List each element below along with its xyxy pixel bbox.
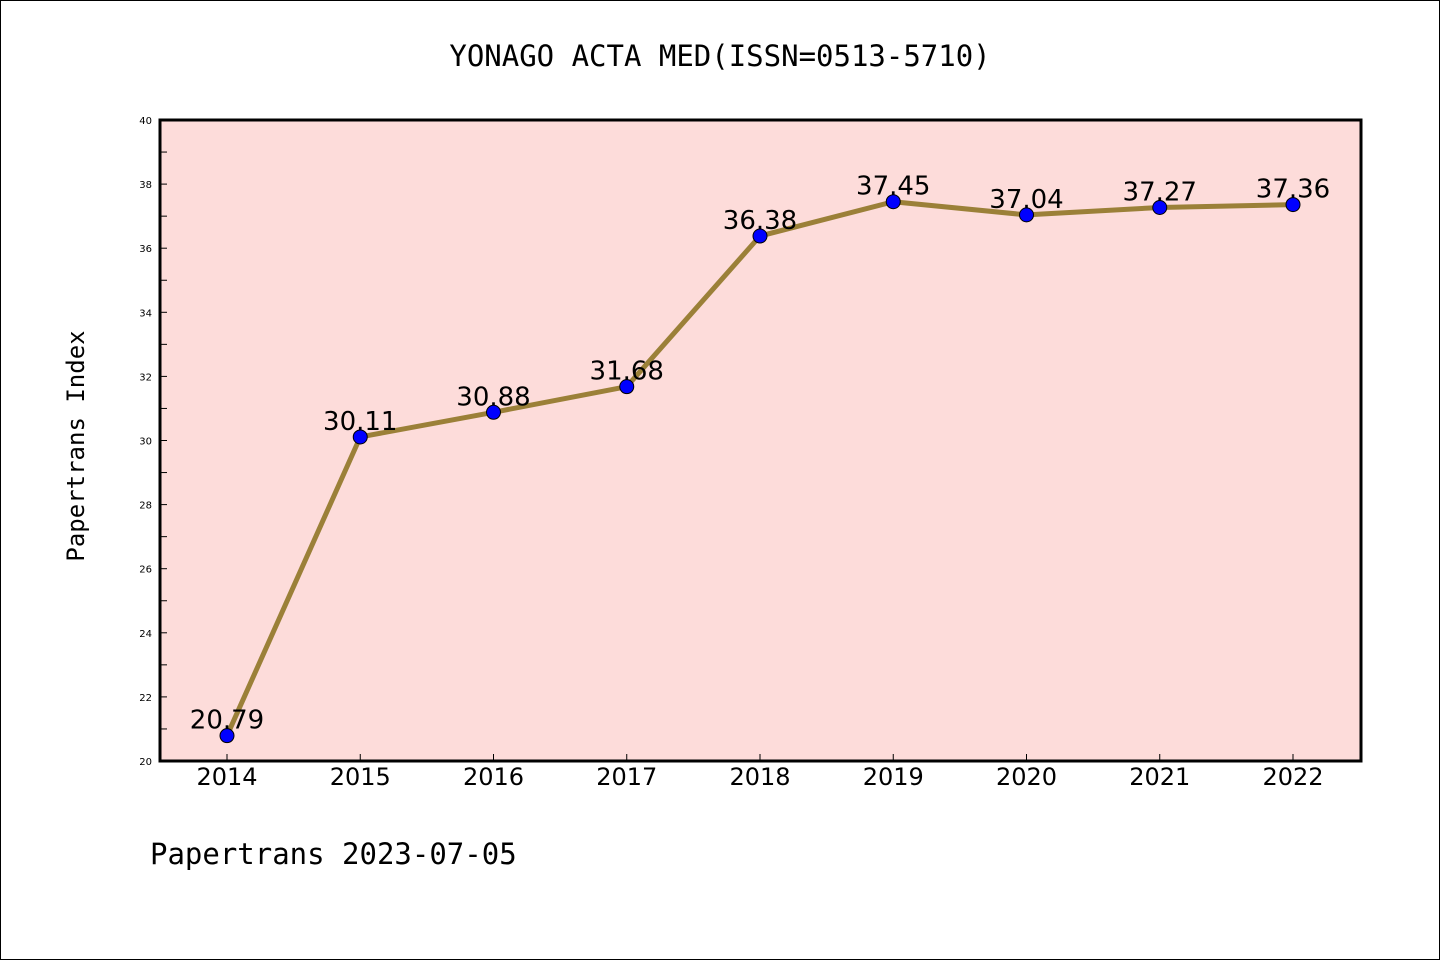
y-tick-label: 24 [139,629,152,640]
chart-title: YONAGO ACTA MED(ISSN=0513-5710) [449,39,990,73]
y-tick-label: 20 [139,757,152,768]
x-tick-label: 2022 [1262,763,1323,791]
y-tick-label: 22 [139,693,152,704]
data-point [352,429,368,445]
y-tick-label: 36 [139,244,152,255]
data-label: 31.68 [590,357,664,387]
data-point [885,194,901,210]
data-label: 37.27 [1123,177,1197,207]
data-label: 37.04 [989,185,1063,215]
data-markers [219,194,1301,744]
y-tick-label: 34 [139,308,152,319]
y-tick-label: 40 [139,116,152,127]
x-tick-label: 2020 [996,763,1057,791]
data-point [1285,197,1301,213]
data-point [486,404,501,420]
y-tick-label: 30 [139,437,152,448]
x-tick-label: 2016 [463,763,524,791]
x-tick-label: 2014 [196,763,257,791]
x-tick-label: 2017 [596,763,657,791]
y-tick-label: 32 [139,372,152,383]
data-point [752,228,768,244]
x-axis-ticks: 2014 2015 2016 2017 2018 2019 2020 2021 2022 [196,754,1324,791]
data-point [1152,199,1168,215]
y-tick-label: 28 [139,501,152,512]
data-label: 37.45 [856,172,930,202]
x-tick-label: 2018 [729,763,790,791]
y-axis-label: Papertrans Index [62,330,90,561]
data-point [219,728,235,744]
data-label: 36.38 [723,206,797,236]
y-tick-label: 26 [139,565,152,576]
data-point [619,379,635,395]
data-label: 20.79 [190,706,264,736]
data-label: 30.88 [456,382,530,412]
x-tick-label: 2021 [1129,763,1190,791]
data-point [1019,207,1034,223]
data-label: 37.36 [1256,175,1330,205]
data-label: 30.11 [323,407,397,437]
footer-credit: Papertrans 2023-07-05 [150,837,517,871]
x-tick-label: 2015 [330,763,391,791]
plot-border [158,118,1363,763]
y-tick-label: 38 [139,180,152,191]
data-labels: 20.79 30.11 30.88 31.68 36.38 37.45 37.04 37.27… [190,172,1330,736]
x-tick-label: 2019 [863,763,924,791]
